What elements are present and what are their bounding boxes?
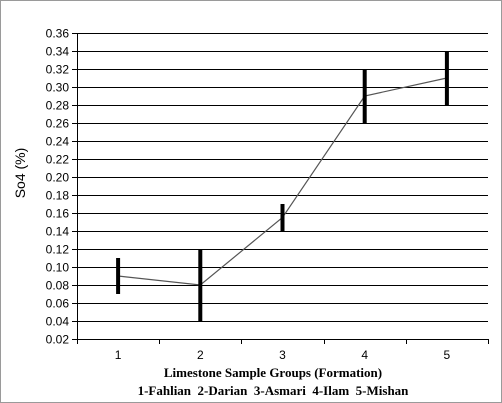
y-tick-label: 0.36	[46, 27, 70, 41]
y-tick-label: 0.32	[46, 63, 70, 77]
x-tick-labels: 1 2 3 4 5	[115, 348, 451, 362]
grid	[77, 33, 488, 322]
y-tick-label: 0.14	[46, 225, 70, 239]
y-tick-label: 0.08	[46, 279, 70, 293]
y-tick-label: 0.26	[46, 117, 70, 131]
y-tick-label: 0.28	[46, 99, 70, 113]
y-tick-label: 0.34	[46, 45, 70, 59]
y-tick-labels: 0.02 0.04 0.06 0.08 0.10 0.12 0.14 0.16 0.18 0.20…	[46, 27, 70, 347]
y-tick-label: 0.24	[46, 135, 70, 149]
series	[116, 51, 449, 321]
series-line	[118, 77, 448, 286]
y-tick-label: 0.02	[46, 333, 70, 347]
x-tick-label: 2	[197, 348, 204, 362]
formation-legend-caption: 1-Fahlian 2-Darian 3-Asmari 4-Ilam 5-Mis…	[138, 383, 410, 398]
y-tick-label: 0.10	[46, 261, 70, 275]
y-tick-label: 0.16	[46, 207, 70, 221]
y-tick-label: 0.30	[46, 81, 70, 95]
y-tick-label: 0.06	[46, 297, 70, 311]
y-tick-label: 0.04	[46, 315, 70, 329]
y-tick-label: 0.12	[46, 243, 70, 257]
y-tick-label: 0.18	[46, 189, 70, 203]
axes	[72, 33, 489, 344]
x-axis-label: Limestone Sample Groups (Formation)	[164, 365, 382, 380]
x-tick-label: 4	[361, 348, 368, 362]
y-tick-label: 0.20	[46, 171, 70, 185]
y-tick-label: 0.22	[46, 153, 70, 167]
x-tick-label: 5	[444, 348, 451, 362]
y-axis-label: So4 (%)	[12, 148, 28, 199]
x-tick-label: 1	[115, 348, 122, 362]
x-tick-label: 3	[279, 348, 286, 362]
